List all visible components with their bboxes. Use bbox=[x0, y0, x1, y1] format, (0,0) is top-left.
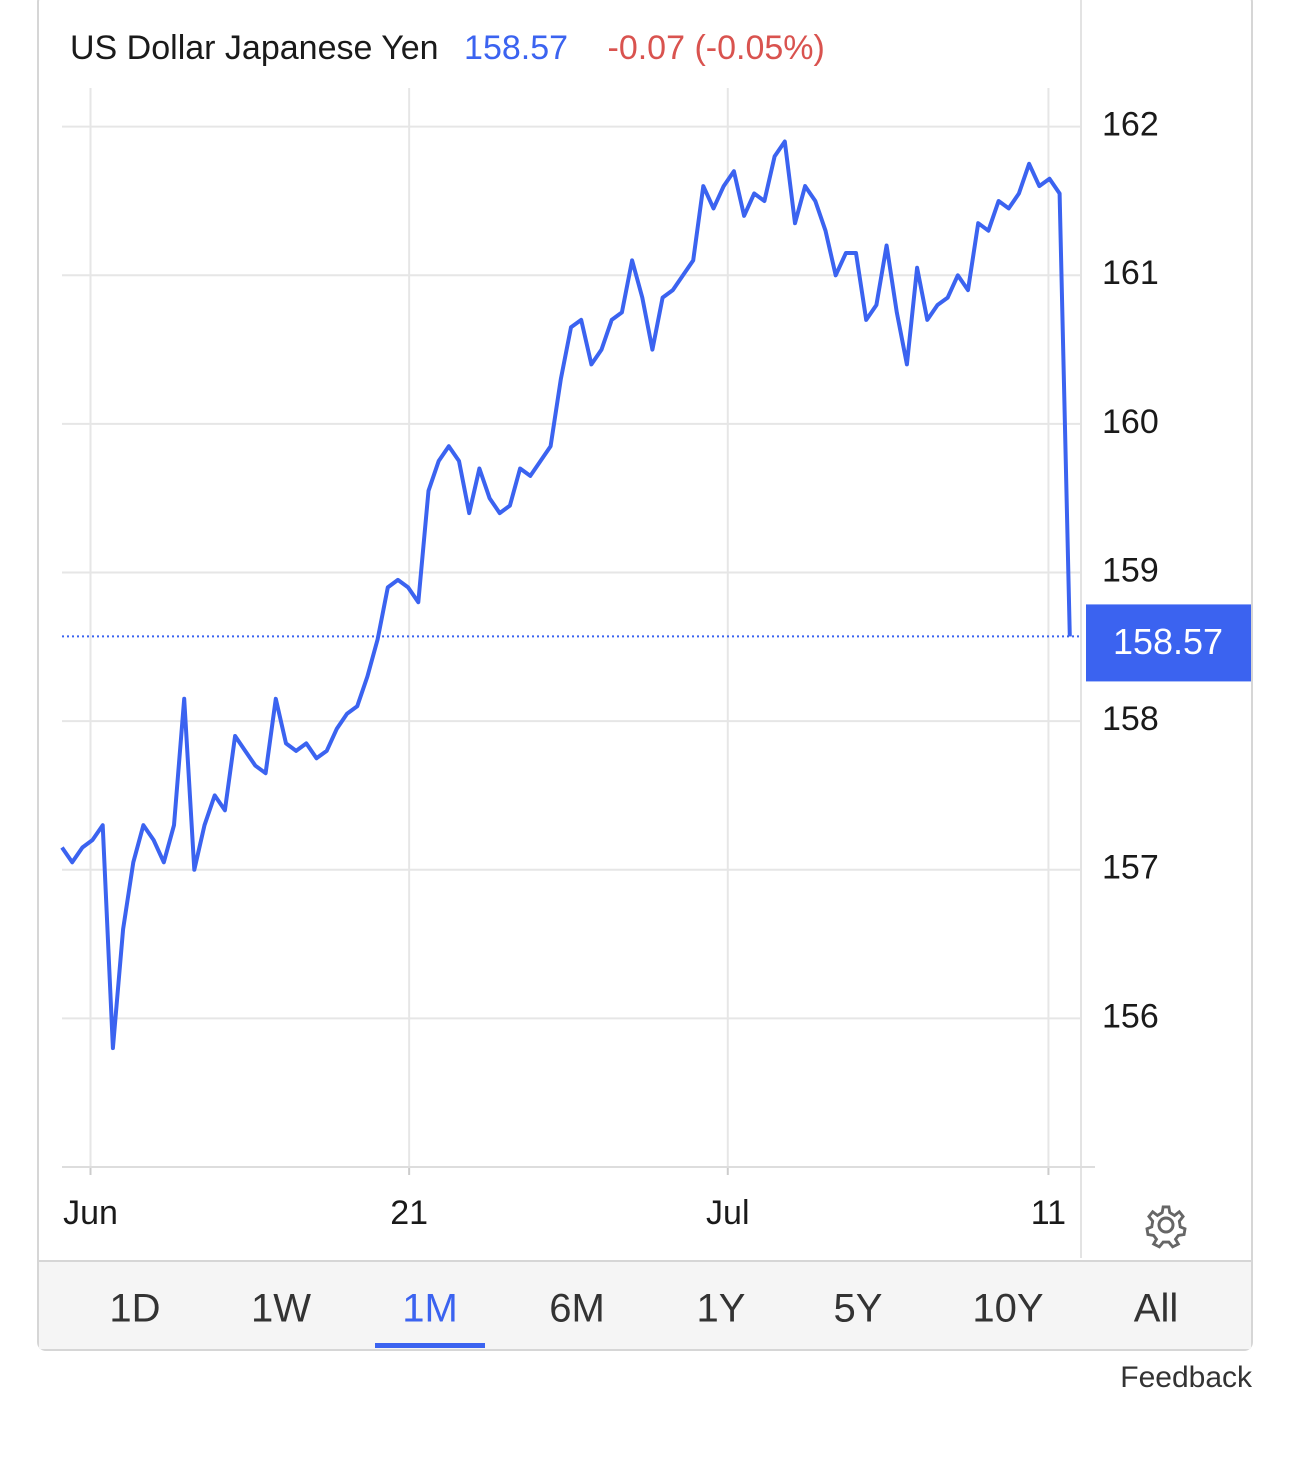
price-line bbox=[60, 139, 1072, 1051]
range-button[interactable]: 1M bbox=[402, 1287, 458, 1331]
x-tick-label: Jul bbox=[706, 1194, 749, 1232]
y-tick-label: 160 bbox=[1102, 403, 1159, 441]
y-tick-label: 159 bbox=[1102, 551, 1159, 589]
range-button[interactable]: 10Y bbox=[972, 1287, 1043, 1331]
y-tick-label: 157 bbox=[1102, 849, 1159, 887]
header-title: US Dollar Japanese Yen bbox=[70, 29, 439, 67]
header-price: 158.57 bbox=[464, 29, 568, 67]
plot: 156 157 158 159 160 161 162 Jun 21 Jul 11 158.57 bbox=[60, 88, 1251, 1232]
x-tick-label: 11 bbox=[1031, 1194, 1066, 1232]
last-price-label: 158.57 bbox=[1113, 621, 1223, 662]
y-tick-label: 158 bbox=[1102, 700, 1159, 738]
feedback-link[interactable]: Feedback bbox=[1120, 1361, 1253, 1394]
settings-icon[interactable] bbox=[1145, 1205, 1187, 1249]
range-button[interactable]: 1W bbox=[251, 1287, 311, 1331]
last-price-box bbox=[1086, 604, 1251, 682]
y-tick-label: 162 bbox=[1102, 106, 1159, 144]
y-tick-label: 156 bbox=[1102, 997, 1159, 1035]
header: US Dollar Japanese Yen 158.57 -0.07 (-0.… bbox=[70, 29, 825, 67]
range-button[interactable]: 5Y bbox=[834, 1287, 883, 1331]
x-tick-label: 21 bbox=[390, 1194, 428, 1232]
range-bar bbox=[39, 1262, 1251, 1349]
range-button[interactable]: 1Y bbox=[697, 1287, 746, 1331]
header-change: -0.07 (-0.05%) bbox=[608, 29, 825, 67]
y-tick-label: 161 bbox=[1102, 254, 1159, 292]
card bbox=[37, 0, 1253, 1351]
range-button[interactable]: 1D bbox=[109, 1287, 160, 1331]
x-tick-label: Jun bbox=[63, 1194, 118, 1232]
range-button[interactable]: 6M bbox=[549, 1287, 605, 1331]
range-selected-underline bbox=[375, 1343, 485, 1348]
range-button[interactable]: All bbox=[1134, 1287, 1178, 1331]
